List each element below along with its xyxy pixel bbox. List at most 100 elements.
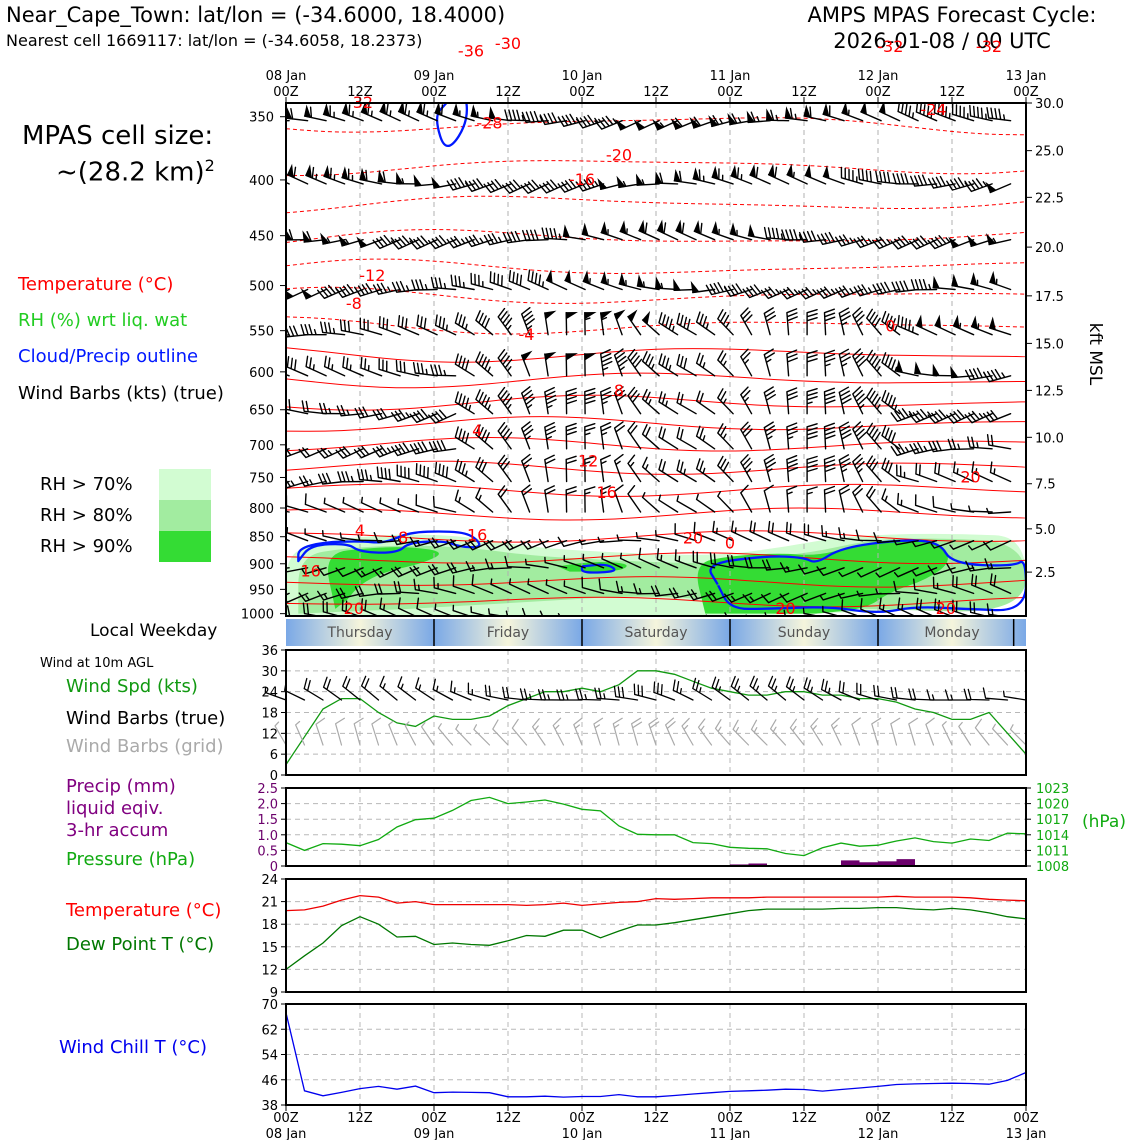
kft-tick-label: 5.0 — [1035, 523, 1056, 538]
isotherm-label: -16 — [569, 170, 595, 189]
wind-barb — [655, 530, 679, 542]
isotherm-label: -36 — [458, 42, 484, 61]
top-hour-label: 12Z — [791, 85, 817, 100]
wind-barb — [650, 585, 679, 597]
bottom-hour-label: 00Z — [569, 1111, 595, 1126]
bottom-date-label: 08 Jan — [266, 1127, 307, 1140]
isotherm-label: 8 — [398, 528, 408, 547]
wind-barb — [454, 426, 475, 450]
isotherm-dashed — [286, 229, 1026, 243]
barb-pennant — [565, 311, 578, 320]
bottom-hour-label: 00Z — [273, 1111, 299, 1126]
surface-wind-barb — [692, 677, 713, 701]
barb-pennant — [950, 365, 959, 379]
wind-barb — [415, 494, 438, 513]
surface-wind-barb — [749, 675, 768, 701]
cell-size-exponent: 2 — [204, 156, 215, 175]
wind-barb — [562, 235, 586, 241]
y-tick-label: 2.0 — [257, 798, 278, 813]
wind-barb — [749, 166, 771, 185]
wind-barb — [784, 107, 808, 122]
surface-wind-barb — [322, 676, 343, 701]
wind-barb — [866, 349, 882, 377]
grid-wind-barb — [455, 724, 472, 746]
wind-barb — [497, 485, 512, 513]
top-hour-label: 12Z — [347, 85, 373, 100]
wind-barb — [947, 438, 975, 451]
wind-barb — [454, 353, 475, 377]
isotherm-label: 8 — [614, 381, 624, 400]
wind-barb — [475, 389, 494, 415]
y-tick-label: 15 — [261, 941, 278, 956]
kft-tick-label: 17.5 — [1035, 290, 1064, 305]
wind-barb — [618, 279, 642, 291]
wind-barb — [354, 567, 383, 578]
wind-barb — [544, 422, 557, 450]
pressure-tick-label: 500 — [249, 280, 274, 295]
wind-barb — [359, 317, 383, 336]
pressure-tick-label: 950 — [249, 583, 274, 598]
wind-barb — [434, 104, 457, 122]
wind-barb — [641, 351, 660, 377]
wind-barb — [613, 484, 624, 513]
wind-barb — [413, 578, 438, 595]
wind-barb — [564, 279, 586, 291]
wind-barb — [521, 110, 549, 123]
y-tick-label: 1.0 — [257, 829, 278, 844]
wind-barb — [322, 600, 342, 616]
surface-wind-barb — [284, 679, 306, 701]
y-tick-label: 62 — [261, 1023, 278, 1038]
wind-barb — [428, 564, 457, 576]
wind-barb — [821, 525, 845, 542]
wind-barb — [724, 592, 753, 603]
wind-barb — [819, 592, 845, 601]
wind-barb — [520, 540, 549, 550]
wind-barb — [520, 179, 549, 194]
wind-barb — [914, 494, 938, 513]
legend-rh: RH (%) wrt liq. wat — [18, 310, 188, 331]
wind-barb — [890, 235, 919, 250]
wind-barb — [409, 536, 438, 548]
y-tick-label: 0.5 — [257, 844, 278, 859]
wind-barb — [359, 169, 383, 185]
surface-wind-barb — [767, 675, 787, 701]
wind-barb — [823, 308, 836, 336]
surface-wind-barb — [360, 675, 380, 701]
wind-barb — [875, 567, 901, 578]
wind-barb — [317, 284, 346, 299]
wind-barb — [484, 558, 512, 570]
wind-barb — [619, 228, 642, 241]
wind-barb — [742, 284, 771, 299]
wind-barb — [372, 408, 401, 421]
grid-wind-barb — [335, 717, 345, 746]
bottom-hour-label: 00Z — [717, 1111, 743, 1126]
wind-barb — [565, 486, 577, 513]
wind-barb — [527, 269, 549, 291]
top-date-label: 11 Jan — [710, 69, 751, 84]
wind-barb — [391, 442, 420, 457]
wind-barb — [601, 552, 623, 569]
surface-wind-barb — [672, 679, 694, 701]
wind-barb — [600, 422, 612, 450]
wind-barb — [872, 281, 901, 295]
legend-precip-accum: 3-hr accum — [66, 820, 169, 841]
wind-barb — [397, 103, 420, 122]
wind-barb — [724, 283, 753, 297]
y2-tick-label: 1017 — [1036, 813, 1069, 828]
wind-barb — [584, 387, 596, 415]
top-hour-label: 12Z — [643, 85, 669, 100]
wind-barb — [838, 421, 852, 450]
wind-barb — [806, 350, 818, 377]
wind-barb — [806, 309, 818, 336]
wind-barb — [465, 234, 494, 248]
wind-barb — [508, 578, 531, 595]
isotherm-label: 20 — [344, 599, 364, 618]
top-hour-label: 00Z — [421, 85, 447, 100]
wind-barb — [964, 178, 993, 193]
wind-barb — [989, 573, 1012, 595]
wind-barb — [857, 168, 882, 185]
wind-barb — [989, 183, 1012, 194]
wind-barb — [412, 362, 438, 377]
wind-barb — [544, 485, 556, 513]
wind-barb — [763, 307, 776, 336]
